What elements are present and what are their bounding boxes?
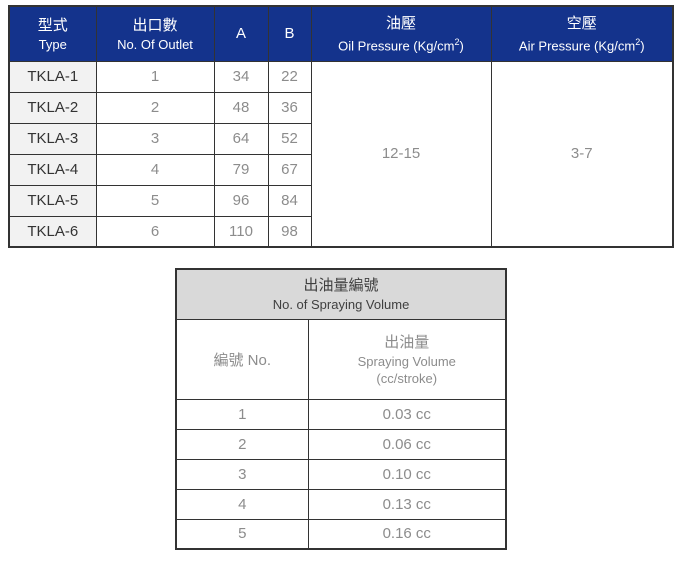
spec-model-cell: TKLA-5 <box>8 184 97 217</box>
spec-b-cell: 98 <box>267 215 312 248</box>
col-header-volume-en: Spraying Volume <box>357 353 456 369</box>
col-header-type: 型式 Type <box>8 5 97 62</box>
col-header-oil-en: Oil Pressure (Kg/cm2) <box>312 34 491 54</box>
spec-b-cell: 52 <box>267 122 312 155</box>
spec-a-cell: 48 <box>213 91 269 124</box>
col-header-volume-zh: 出油量 <box>384 333 430 351</box>
volume-no-cell: 2 <box>175 428 309 460</box>
oil-en-sup: 2 <box>454 37 460 48</box>
air-en-suffix: ) <box>640 38 645 54</box>
spec-outlet-cell: 4 <box>95 153 215 186</box>
spec-outlet-cell: 3 <box>95 122 215 155</box>
volume-value-cell: 0.10 cc <box>307 458 507 490</box>
spec-table-body: TKLA-1 1 34 22 12-15 3-7 TKLA-2 2 48 36 TKLA-3 3 64 5… <box>8 60 674 248</box>
air-en-sup: 2 <box>635 37 641 48</box>
spec-b-cell: 67 <box>267 153 312 186</box>
col-header-outlet-zh: 出口數 <box>132 16 178 34</box>
spec-b-cell: 22 <box>267 60 312 93</box>
volume-subheader-row: 編號 No. 出油量 Spraying Volume (cc/stroke) <box>175 318 507 400</box>
spec-table-row: TKLA-6 6 110 98 <box>8 215 673 248</box>
spec-table-row: TKLA-1 1 34 22 12-15 3-7 <box>8 60 674 248</box>
col-header-air-pressure: 空壓 Air Pressure (Kg/cm2) <box>490 5 674 62</box>
volume-table-title-zh: 出油量編號 <box>303 277 379 295</box>
oil-en-suffix: ) <box>459 38 464 54</box>
spec-table-row: TKLA-5 5 96 84 <box>8 184 673 217</box>
volume-table-row: 1 0.03 cc <box>175 398 507 430</box>
volume-table-row: 5 0.16 cc <box>175 518 507 550</box>
col-header-no: 編號 No. <box>175 318 309 400</box>
col-header-oil-pressure: 油壓 Oil Pressure (Kg/cm2) <box>310 5 492 62</box>
spec-outlet-cell: 2 <box>95 91 215 124</box>
oil-en-prefix: Oil Pressure (Kg/cm <box>338 38 455 54</box>
volume-value-cell: 0.16 cc <box>307 518 507 550</box>
oil-pressure-value: 12-15 <box>310 60 492 248</box>
spec-a-cell: 64 <box>213 122 269 155</box>
volume-table-row: 4 0.13 cc <box>175 488 507 520</box>
col-header-b: B <box>267 5 312 62</box>
spec-table-row: TKLA-3 3 64 52 <box>8 122 673 155</box>
volume-table: 出油量編號 No. of Spraying Volume 編號 No. 出油量 … <box>175 268 508 550</box>
spec-table-header: 型式 Type 出口數 No. Of Outlet A B 油壓 Oil Pre… <box>8 5 674 62</box>
col-header-outlet: 出口數 No. Of Outlet <box>95 5 215 62</box>
col-header-type-en: Type <box>38 36 67 52</box>
spec-table-row: TKLA-4 4 79 67 <box>8 153 673 186</box>
col-header-type-zh: 型式 <box>37 16 68 34</box>
col-header-oil-zh: 油壓 <box>385 15 416 33</box>
spec-a-cell: 96 <box>213 184 269 217</box>
col-header-air-zh: 空壓 <box>566 15 597 33</box>
volume-title-row: 出油量編號 No. of Spraying Volume <box>175 268 507 320</box>
col-header-outlet-en: No. Of Outlet <box>117 36 193 52</box>
volume-table-body: 1 0.03 cc 2 0.06 cc 3 0.10 cc 4 0.13 cc 5 0.16 cc <box>175 398 507 550</box>
spec-a-cell: 34 <box>213 60 269 93</box>
spec-header-row: 型式 Type 出口數 No. Of Outlet A B 油壓 Oil Pre… <box>8 5 674 62</box>
spec-a-cell: 79 <box>213 153 269 186</box>
col-header-air-en: Air Pressure (Kg/cm2) <box>492 34 673 54</box>
spec-model-cell: TKLA-4 <box>8 153 97 186</box>
volume-table-title-en: No. of Spraying Volume <box>272 297 410 313</box>
spec-model-cell: TKLA-3 <box>8 122 97 155</box>
spec-model-cell: TKLA-1 <box>8 60 97 93</box>
volume-table-row: 2 0.06 cc <box>175 428 507 460</box>
spec-model-cell: TKLA-2 <box>8 91 97 124</box>
volume-no-cell: 4 <box>175 488 309 520</box>
col-header-volume-unit: (cc/stroke) <box>376 370 438 386</box>
volume-table-title: 出油量編號 No. of Spraying Volume <box>175 268 507 320</box>
spec-a-cell: 110 <box>213 215 269 248</box>
spec-table: 型式 Type 出口數 No. Of Outlet A B 油壓 Oil Pre… <box>8 5 674 248</box>
spec-b-cell: 36 <box>267 91 312 124</box>
volume-value-cell: 0.13 cc <box>307 488 507 520</box>
volume-value-cell: 0.03 cc <box>307 398 507 430</box>
spec-b-cell: 84 <box>267 184 312 217</box>
volume-no-cell: 5 <box>175 518 309 550</box>
volume-no-cell: 1 <box>175 398 309 430</box>
spec-outlet-cell: 6 <box>95 215 215 248</box>
col-header-spraying-volume: 出油量 Spraying Volume (cc/stroke) <box>307 318 507 400</box>
air-pressure-value: 3-7 <box>490 60 674 248</box>
spec-table-row: TKLA-2 2 48 36 <box>8 91 673 124</box>
air-en-prefix: Air Pressure (Kg/cm <box>518 38 636 54</box>
volume-table-header: 出油量編號 No. of Spraying Volume 編號 No. 出油量 … <box>175 268 507 400</box>
volume-no-cell: 3 <box>175 458 309 490</box>
spec-model-cell: TKLA-6 <box>8 215 97 248</box>
spec-outlet-cell: 5 <box>95 184 215 217</box>
volume-value-cell: 0.06 cc <box>307 428 507 460</box>
volume-table-row: 3 0.10 cc <box>175 458 507 490</box>
spec-outlet-cell: 1 <box>95 60 215 93</box>
col-header-a: A <box>213 5 269 62</box>
